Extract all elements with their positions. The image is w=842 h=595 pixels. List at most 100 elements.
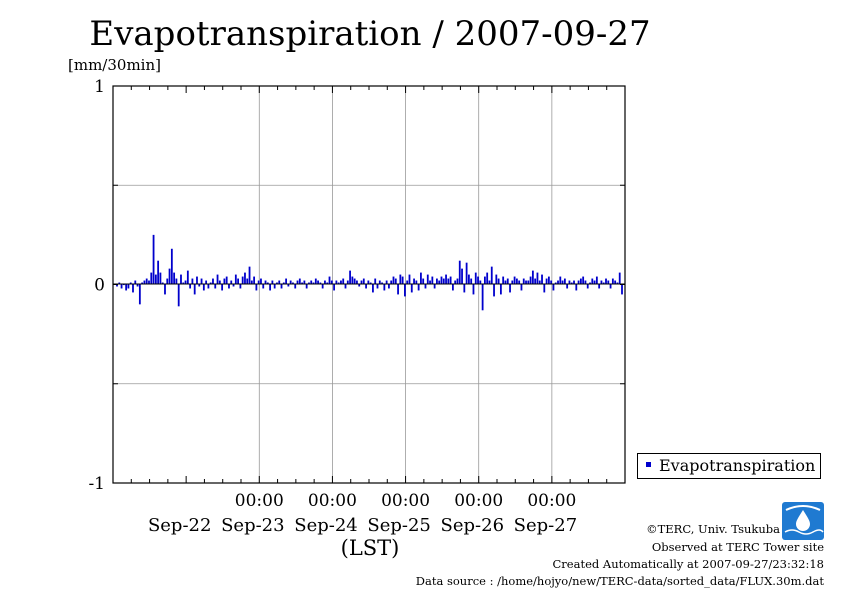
- bar: [470, 278, 473, 285]
- bar: [506, 278, 509, 285]
- bar: [431, 276, 434, 285]
- bar: [452, 284, 454, 291]
- bar: [193, 284, 196, 295]
- bar: [417, 284, 420, 291]
- bar: [406, 280, 409, 285]
- bar: [408, 274, 411, 285]
- bar: [120, 284, 123, 289]
- bar: [177, 284, 180, 307]
- bar: [525, 280, 527, 285]
- bar: [621, 284, 623, 295]
- x-date-label: Sep-25: [367, 515, 431, 536]
- bar: [429, 280, 431, 285]
- bar: [394, 278, 397, 285]
- bar: [600, 280, 603, 285]
- bar: [561, 280, 564, 285]
- bar: [285, 278, 287, 285]
- bar: [557, 280, 559, 285]
- bar: [298, 278, 301, 285]
- bar: [145, 278, 148, 285]
- bar: [134, 280, 137, 285]
- bar: [465, 262, 468, 285]
- bar: [458, 260, 461, 285]
- bar: [518, 280, 521, 285]
- bar: [513, 276, 516, 285]
- x-date-label: Sep-22: [148, 515, 212, 536]
- bar: [454, 280, 457, 285]
- bar: [520, 284, 523, 291]
- bar: [189, 284, 192, 289]
- bar: [392, 276, 395, 285]
- bar: [353, 278, 356, 285]
- bar: [456, 278, 459, 285]
- bar: [205, 280, 208, 285]
- bar: [280, 284, 283, 289]
- bar: [232, 284, 235, 287]
- bar: [611, 278, 614, 285]
- bar: [225, 276, 228, 285]
- bar: [207, 284, 210, 289]
- bar: [198, 284, 201, 287]
- observed-text: Observed at TERC Tower site: [651, 540, 824, 554]
- x-time-label: 00:00: [454, 491, 503, 511]
- bar: [440, 276, 443, 285]
- bar: [184, 280, 187, 285]
- bar: [415, 280, 418, 285]
- bar: [388, 284, 390, 289]
- bar: [241, 276, 244, 285]
- bar: [310, 280, 313, 285]
- bar: [595, 276, 598, 285]
- bar: [493, 284, 495, 297]
- bar: [273, 284, 276, 289]
- x-date-label: Sep-26: [441, 515, 505, 536]
- bar: [321, 284, 324, 289]
- x-date-label: Sep-23: [221, 515, 285, 536]
- bar: [269, 284, 271, 291]
- bar: [511, 280, 514, 285]
- bar: [566, 284, 569, 289]
- bar: [527, 280, 530, 285]
- bar: [303, 280, 306, 285]
- bar: [385, 280, 388, 285]
- bar: [122, 284, 125, 286]
- bar: [426, 274, 429, 285]
- bar: [618, 272, 621, 285]
- bar: [552, 284, 555, 291]
- x-time-label: 00:00: [381, 491, 430, 511]
- x-time-label: 00:00: [527, 491, 576, 511]
- bar: [479, 280, 482, 285]
- bar: [477, 276, 479, 285]
- bar: [143, 280, 146, 285]
- bar: [593, 280, 596, 285]
- bar: [349, 270, 351, 285]
- bar: [483, 276, 486, 285]
- bar: [447, 278, 450, 285]
- bar: [499, 284, 502, 295]
- bar: [584, 280, 587, 285]
- bar: [488, 280, 491, 285]
- bar: [609, 284, 612, 289]
- bar: [333, 284, 335, 291]
- bar: [515, 278, 518, 285]
- bar: [397, 284, 399, 295]
- bar: [468, 274, 470, 285]
- bar: [154, 274, 157, 285]
- bar-series: [116, 234, 623, 311]
- bar: [175, 278, 178, 285]
- bar: [305, 284, 308, 289]
- bar: [445, 274, 447, 285]
- bar: [559, 276, 562, 285]
- bar: [168, 268, 171, 285]
- bar: [218, 280, 221, 285]
- x-date-label: Sep-24: [294, 515, 358, 536]
- bar: [463, 284, 466, 293]
- bar: [490, 266, 493, 285]
- bar: [399, 274, 402, 285]
- bar: [278, 280, 281, 285]
- axis-ticks: [112, 85, 626, 484]
- bar: [344, 284, 347, 289]
- bar: [378, 280, 381, 285]
- bar: [614, 280, 617, 285]
- bar: [228, 284, 230, 289]
